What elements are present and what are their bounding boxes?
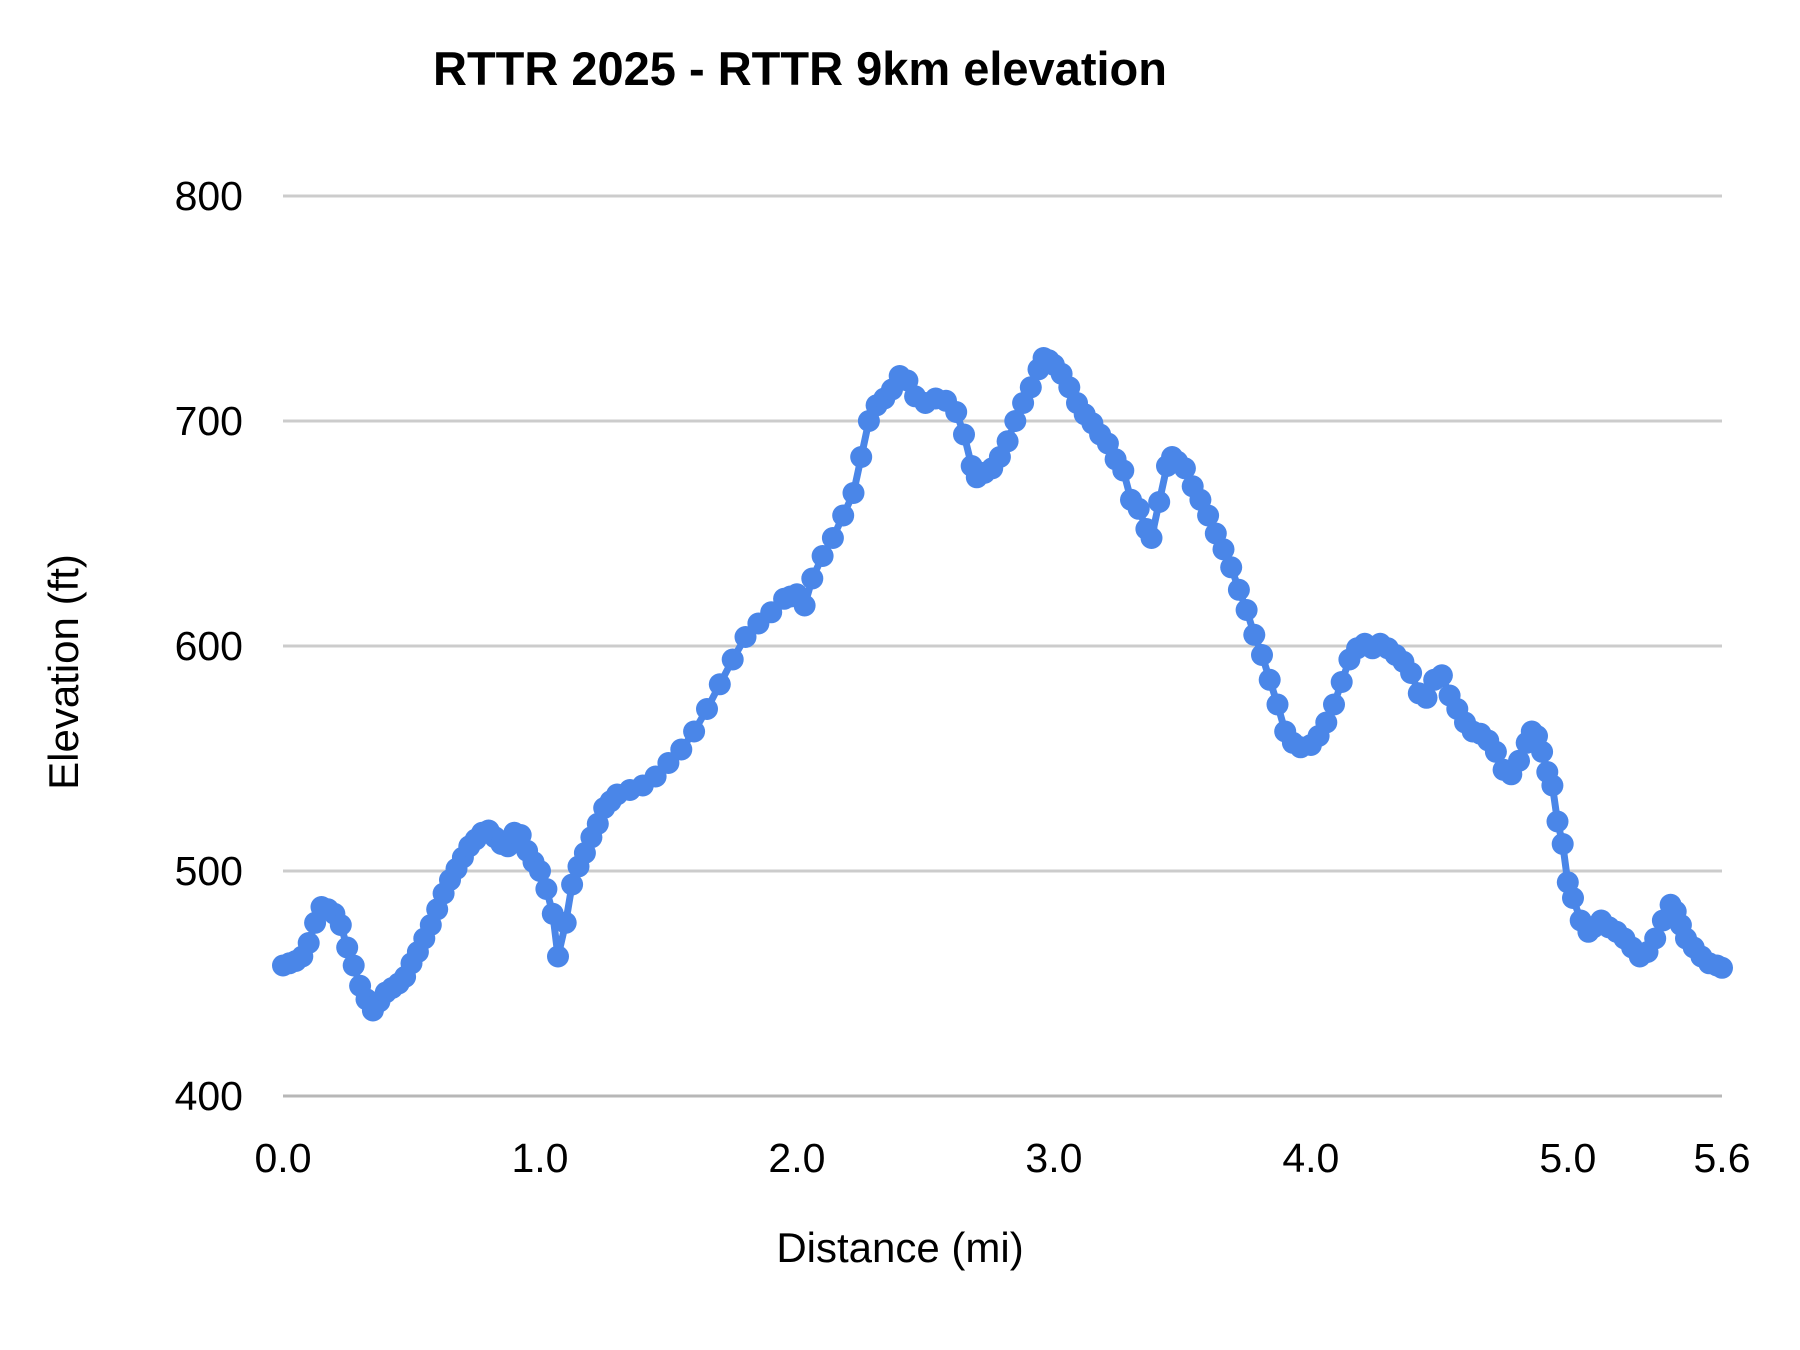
data-point-marker bbox=[1140, 527, 1163, 549]
data-point-marker bbox=[1484, 740, 1507, 763]
data-point-marker bbox=[1415, 686, 1438, 709]
chart-title: RTTR 2025 - RTTR 9km elevation bbox=[433, 42, 1167, 95]
data-point-marker bbox=[670, 738, 693, 761]
y-tick-label: 700 bbox=[175, 398, 243, 444]
data-point-marker bbox=[953, 423, 975, 446]
data-point-marker bbox=[1243, 623, 1266, 646]
data-point-marker bbox=[1251, 644, 1273, 666]
gridlines bbox=[283, 194, 1722, 1098]
y-axis-title: Elevation (ft) bbox=[40, 554, 87, 790]
data-series bbox=[272, 347, 1733, 1022]
data-point-marker bbox=[554, 911, 577, 934]
data-point-marker bbox=[529, 860, 551, 882]
x-tick-label: 2.0 bbox=[768, 1135, 825, 1181]
data-point-marker bbox=[1644, 927, 1667, 950]
x-tick-label: 5.6 bbox=[1694, 1135, 1751, 1181]
data-point-marker bbox=[1019, 376, 1042, 399]
data-point-marker bbox=[1546, 810, 1569, 833]
data-point-marker bbox=[811, 545, 834, 567]
data-point-marker bbox=[696, 698, 718, 720]
y-tick-label: 600 bbox=[175, 623, 243, 669]
data-point-marker bbox=[1266, 693, 1289, 716]
data-point-marker bbox=[1258, 668, 1281, 691]
data-point-marker bbox=[1711, 956, 1733, 979]
data-point-marker bbox=[1212, 538, 1235, 561]
data-point-marker bbox=[850, 446, 873, 468]
data-point-marker bbox=[1227, 578, 1250, 601]
data-point-marker bbox=[1323, 693, 1345, 716]
data-point-marker bbox=[683, 720, 706, 743]
x-axis-title: Distance (mi) bbox=[776, 1224, 1023, 1271]
data-point-marker bbox=[336, 936, 359, 959]
data-point-marker bbox=[708, 673, 731, 696]
data-point-marker bbox=[793, 594, 816, 617]
data-point-marker bbox=[1112, 459, 1135, 482]
y-axis-tick-labels: 400 500 600 700 800 bbox=[175, 173, 243, 1119]
data-point-marker bbox=[342, 954, 365, 977]
data-point-marker bbox=[832, 504, 855, 527]
data-point-marker bbox=[1235, 599, 1258, 621]
data-point-marker bbox=[1400, 662, 1423, 684]
data-point-marker bbox=[1551, 833, 1574, 855]
data-point-marker bbox=[1148, 491, 1171, 513]
data-point-marker bbox=[547, 945, 569, 968]
data-point-marker bbox=[1562, 887, 1584, 909]
data-point-marker bbox=[1430, 664, 1453, 687]
data-point-marker bbox=[329, 914, 352, 936]
x-tick-label: 4.0 bbox=[1282, 1135, 1339, 1181]
data-point-marker bbox=[1197, 504, 1220, 527]
data-point-marker bbox=[945, 401, 968, 423]
data-point-marker bbox=[561, 873, 584, 896]
x-tick-label: 0.0 bbox=[255, 1135, 312, 1181]
data-point-marker bbox=[1127, 497, 1150, 520]
data-point-marker bbox=[1004, 410, 1027, 432]
x-tick-label: 1.0 bbox=[511, 1135, 568, 1181]
data-point-marker bbox=[1531, 740, 1554, 763]
data-point-marker bbox=[1315, 711, 1338, 734]
data-point-marker bbox=[1330, 671, 1353, 693]
data-point-marker bbox=[821, 527, 844, 549]
data-point-marker bbox=[1508, 749, 1530, 772]
data-point-marker bbox=[1541, 774, 1564, 797]
data-point-marker bbox=[721, 648, 744, 671]
data-point-marker bbox=[1220, 556, 1243, 579]
data-point-marker bbox=[996, 430, 1019, 453]
x-axis-tick-labels: 0.0 1.0 2.0 3.0 4.0 5.0 5.6 bbox=[255, 1135, 1751, 1181]
data-point-marker bbox=[842, 482, 865, 504]
data-point-marker bbox=[1173, 457, 1196, 480]
x-tick-label: 3.0 bbox=[1025, 1135, 1082, 1181]
x-tick-label: 5.0 bbox=[1539, 1135, 1596, 1181]
data-point-marker bbox=[297, 932, 320, 954]
y-tick-label: 400 bbox=[175, 1073, 243, 1119]
y-tick-label: 800 bbox=[175, 173, 243, 219]
data-point-marker bbox=[801, 567, 824, 590]
data-point-marker bbox=[535, 878, 558, 900]
y-tick-label: 500 bbox=[175, 848, 243, 894]
